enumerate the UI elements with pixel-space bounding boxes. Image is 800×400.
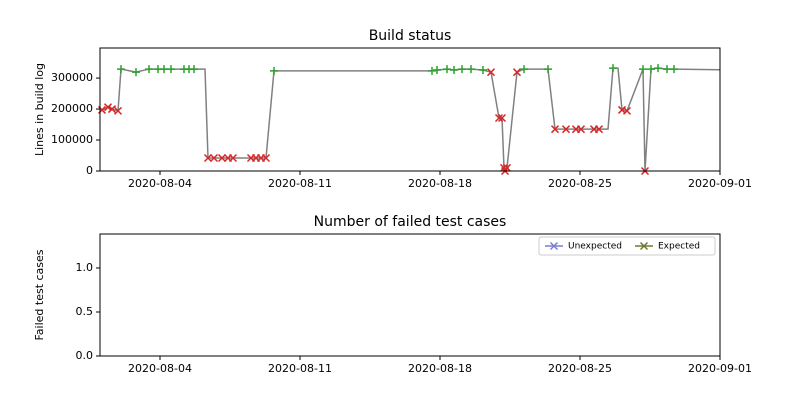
y-axis-label: Failed test cases xyxy=(33,249,46,340)
data-point xyxy=(520,65,528,74)
x-tick-label: 2020-08-04 xyxy=(128,362,192,375)
data-point xyxy=(103,103,113,112)
data-point xyxy=(479,65,487,74)
data-point xyxy=(132,68,140,77)
chart-title: Build status xyxy=(369,28,452,44)
data-point xyxy=(261,153,271,163)
plot-frame xyxy=(99,47,721,172)
y-tick-label: 0 xyxy=(86,164,93,177)
x-tick-label: 2020-09-01 xyxy=(688,362,752,375)
data-point xyxy=(622,106,632,115)
data-point xyxy=(145,65,153,74)
legend-label: Expected xyxy=(658,242,700,252)
data-point xyxy=(113,106,123,115)
data-point xyxy=(433,65,441,74)
data-point xyxy=(428,66,436,75)
legend-marker xyxy=(639,241,649,251)
data-point xyxy=(639,65,647,74)
plot-frame xyxy=(99,233,721,357)
data-point xyxy=(512,68,522,77)
data-point xyxy=(467,65,475,74)
data-point xyxy=(209,153,219,163)
data-point xyxy=(497,113,507,123)
x-tick-label: 2020-08-25 xyxy=(548,362,612,375)
legend-marker xyxy=(549,241,559,251)
data-point xyxy=(594,125,604,134)
data-point xyxy=(443,65,451,74)
data-point xyxy=(576,125,586,134)
data-point xyxy=(458,65,466,74)
data-point xyxy=(550,125,560,134)
data-point xyxy=(107,105,117,114)
y-tick-label: 100000 xyxy=(51,133,93,146)
data-point xyxy=(167,65,175,74)
data-point xyxy=(609,64,617,73)
x-tick-label: 2020-08-25 xyxy=(548,177,612,190)
data-point xyxy=(217,153,227,163)
data-point xyxy=(544,65,552,74)
y-tick-label: 200000 xyxy=(51,102,93,115)
data-point xyxy=(270,66,278,75)
x-tick-label: 2020-08-11 xyxy=(268,362,332,375)
x-tick-label: 2020-08-11 xyxy=(268,177,332,190)
series-line xyxy=(101,67,721,173)
data-point xyxy=(561,125,571,134)
x-tick-label: 2020-08-18 xyxy=(408,177,472,190)
data-point xyxy=(228,153,238,163)
data-point xyxy=(160,65,168,74)
data-point xyxy=(486,68,496,77)
y-tick-label: 1.0 xyxy=(76,261,94,274)
y-axis-label: Lines in build log xyxy=(33,63,46,156)
data-point xyxy=(203,153,213,163)
data-point xyxy=(663,65,671,74)
y-tick-label: 300000 xyxy=(51,71,93,84)
x-tick-label: 2020-08-18 xyxy=(408,362,472,375)
data-point xyxy=(494,113,504,123)
data-point xyxy=(654,64,662,73)
data-point xyxy=(190,65,198,74)
x-tick-label: 2020-09-01 xyxy=(688,177,752,190)
data-point xyxy=(502,163,512,172)
y-tick-label: 0.5 xyxy=(76,305,94,318)
chart-title: Number of failed test cases xyxy=(314,214,507,230)
x-tick-label: 2020-08-04 xyxy=(128,177,192,190)
data-point xyxy=(670,65,678,74)
data-point xyxy=(117,65,125,74)
data-point xyxy=(647,65,655,74)
data-point xyxy=(450,65,458,74)
legend xyxy=(538,236,716,256)
y-tick-label: 0.0 xyxy=(76,349,94,362)
legend-label: Unexpected xyxy=(568,242,622,252)
